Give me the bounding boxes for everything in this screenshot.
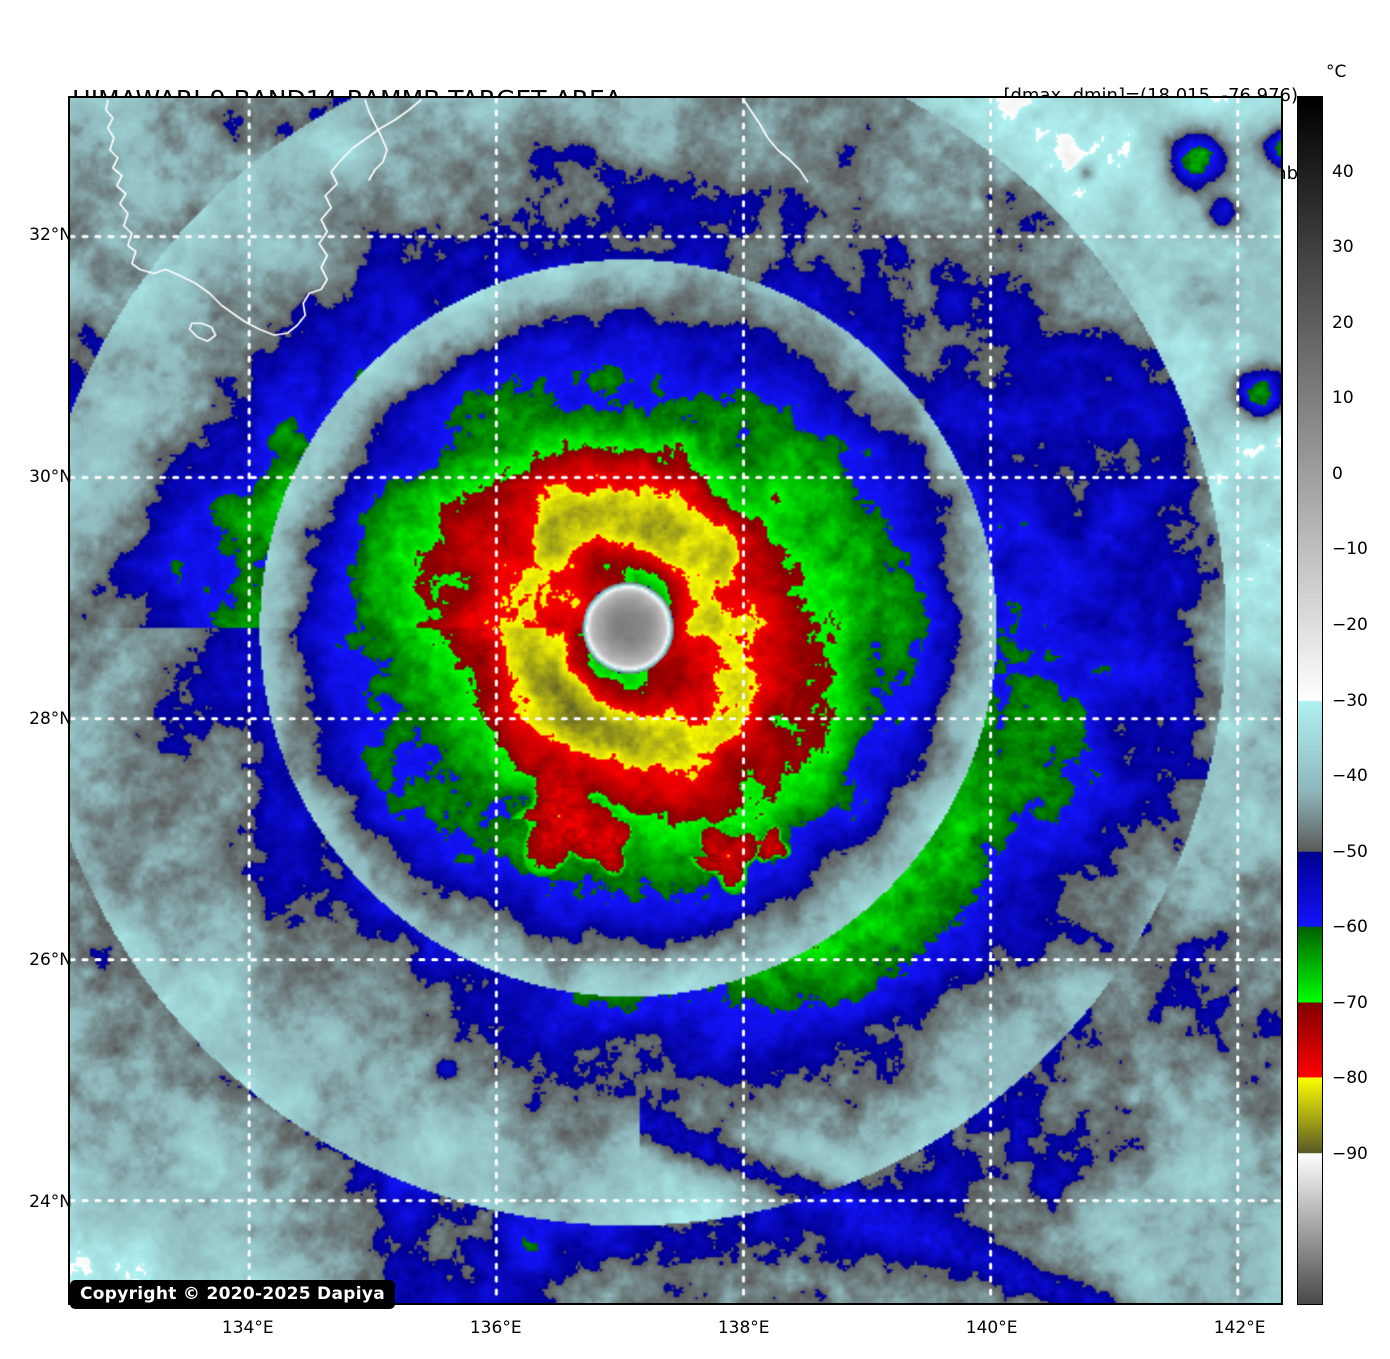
colorbar-tick-label: −70: [1332, 992, 1368, 1013]
colorbar-tick-label: 40: [1332, 161, 1354, 182]
x-tick-label: 136°E: [469, 1318, 522, 1338]
colorbar-tick-label: 20: [1332, 312, 1354, 333]
grid-and-coastline-overlay: [70, 98, 1281, 1303]
y-tick-label: 32°N: [29, 225, 72, 246]
colorbar-tick-label: −20: [1332, 614, 1368, 635]
x-tick-label: 134°E: [221, 1318, 274, 1338]
y-tick-label: 24°N: [29, 1192, 72, 1213]
colorbar-unit-label: °C: [1326, 62, 1347, 82]
colorbar-tick-label: 0: [1332, 463, 1343, 484]
colorbar-tick-label: −60: [1332, 917, 1368, 938]
copyright-badge: Copyright © 2020-2025 Dapiya: [70, 1280, 395, 1309]
satellite-image-plot: [68, 96, 1283, 1305]
colorbar-gradient: [1298, 97, 1322, 1304]
colorbar-tick-label: −30: [1332, 690, 1368, 711]
colorbar-tick-label: −10: [1332, 539, 1368, 560]
colorbar-tick-label: 30: [1332, 237, 1354, 258]
colorbar-tick-label: −80: [1332, 1068, 1368, 1089]
x-tick-label: 142°E: [1213, 1318, 1266, 1338]
temperature-colorbar: [1297, 96, 1323, 1305]
y-tick-label: 28°N: [29, 708, 72, 729]
y-tick-label: 30°N: [29, 466, 72, 487]
x-tick-label: 138°E: [717, 1318, 770, 1338]
colorbar-tick-label: −40: [1332, 766, 1368, 787]
colorbar-tick-label: −50: [1332, 841, 1368, 862]
colorbar-tick-label: −90: [1332, 1143, 1368, 1164]
x-tick-label: 140°E: [965, 1318, 1018, 1338]
y-tick-label: 26°N: [29, 950, 72, 971]
colorbar-tick-label: 10: [1332, 388, 1354, 409]
